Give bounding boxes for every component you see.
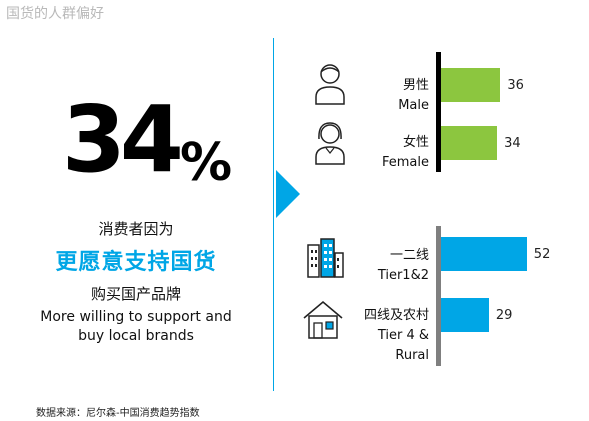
arrow-right-icon [276,170,300,218]
gender-male-label-cn: 男性 [402,78,429,93]
female-person-icon [314,121,346,165]
data-source-note: 数据来源：尼尔森-中国消费趋势指数 [36,408,200,419]
headline-highlight: 更愿意支持国货 [55,250,217,275]
rural-house-icon [302,298,344,340]
tier4-rural-label-en: Tier 4 & [377,328,429,343]
bar-tier12 [441,237,527,271]
headline-percentage: 34% [52,86,242,193]
headline-line1: 消费者因为 [98,220,174,238]
bar-female [441,126,498,160]
headline-line2: 购买国产品牌 [90,285,181,303]
gender-male-label-en: Male [398,98,429,113]
bar-tier4-rural [441,298,489,332]
tier4-rural-label: 四线及农村 Tier 4 & Rural [364,306,429,366]
section-divider [273,38,274,391]
bar-male [441,68,501,102]
tier-chart-axis [436,226,441,366]
page-title: 国货的人群偏好 [6,6,104,22]
city-buildings-icon [305,236,345,278]
headline-number: 34 [61,86,184,193]
bar-value-male: 36 [507,78,524,93]
headline-english-line1: More willing to support and [40,309,232,325]
bar-value-female: 34 [504,136,521,151]
gender-female-label-cn: 女性 [402,135,429,150]
tier12-label: 一二线 Tier1&2 [378,246,429,286]
tier4-rural-label-cn: 四线及农村 [363,308,429,323]
tier12-label-en: Tier1&2 [377,268,429,283]
tier12-label-cn: 一二线 [389,248,429,263]
tier4-rural-label-en2: Rural [395,348,429,363]
gender-chart-axis [436,52,441,172]
bar-value-tier4-rural: 29 [495,308,513,323]
gender-female-label-en: Female [381,155,429,170]
bar-value-tier12: 52 [533,247,551,262]
male-person-icon [314,63,346,105]
gender-male-label: 男性 Male [398,76,429,116]
gender-female-label: 女性 Female [382,133,429,173]
headline-percent-sign: % [179,133,233,193]
headline-english-line2: buy local brands [78,328,194,344]
